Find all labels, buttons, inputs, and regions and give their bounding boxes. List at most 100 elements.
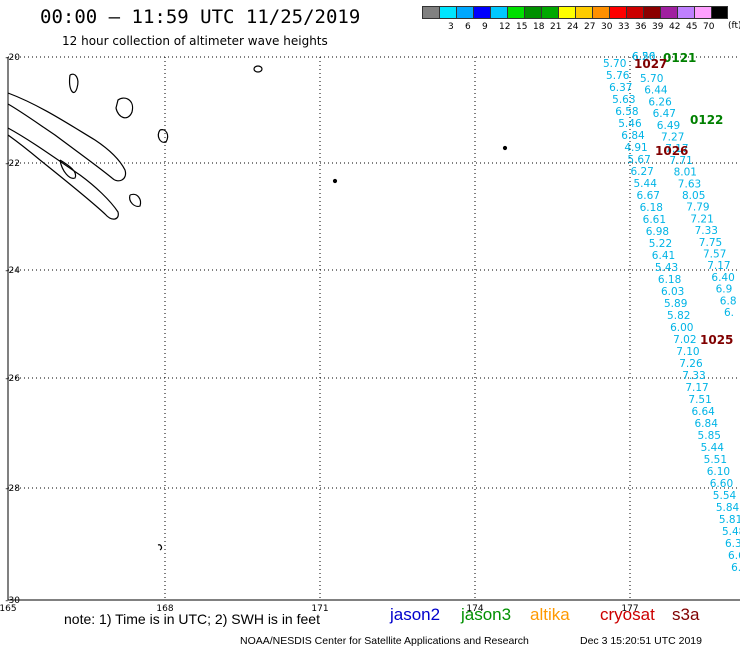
mission-s3a: s3a	[672, 605, 700, 624]
wave-height-value: 7.51	[688, 394, 711, 406]
colorbar-label: 3	[448, 22, 454, 32]
colorbar-label: 12	[499, 22, 511, 32]
generation-timestamp: Dec 3 15:20:51 UTC 2019	[580, 635, 702, 647]
coastline	[7, 65, 508, 551]
wave-height-value: 6.67	[637, 190, 660, 202]
wave-height-value: 5.54	[713, 490, 737, 502]
wave-height-value: 7.17	[685, 382, 708, 394]
colorbar-label: 70	[703, 22, 715, 32]
colorbar-swatch: 30	[592, 6, 612, 32]
wave-height-value: 6.20	[632, 51, 655, 63]
wave-height-value: 5.51	[704, 454, 727, 466]
wave-height-value: 6.37	[609, 82, 632, 94]
mission-altika: altika	[530, 605, 570, 624]
wave-height-value: 5.85	[698, 430, 721, 442]
wave-height-colorbar: 3 6 9 12 15 18 21 24 27 30 33 36 39 42 45 70	[422, 6, 728, 32]
wave-height-value: 7.10	[676, 346, 699, 358]
wave-height-value: 7.75	[699, 237, 722, 249]
map-title: 00:00 – 11:59 UTC 11/25/2019	[40, 6, 361, 28]
latitude-label: -26	[5, 374, 20, 384]
wave-height-value: 6.40	[711, 272, 734, 284]
wave-height-value: 6.18	[640, 202, 663, 214]
wave-height-value: 6.18	[658, 274, 681, 286]
wave-height-value: 7.17	[665, 143, 688, 155]
colorbar-swatch: 6	[456, 6, 473, 32]
wave-height-value: 5.70	[603, 58, 626, 70]
wave-height-value: 6.58	[615, 106, 638, 118]
colorbar-swatch	[422, 6, 439, 19]
longitude-label: 174	[466, 604, 483, 614]
wave-height-value: 6.03	[661, 286, 684, 298]
wave-height-value: 6.60	[710, 478, 733, 490]
colorbar-unit: (ft)	[728, 21, 740, 31]
wave-height-value: 5.63	[612, 94, 635, 106]
wave-height-value: 6.9	[716, 284, 733, 296]
wave-height-value: 6.	[724, 307, 734, 319]
colorbar-label: 6	[465, 22, 471, 32]
wave-height-value: 5.89	[664, 298, 687, 310]
colorbar-label: 21	[550, 22, 562, 32]
wave-height-value: 7.26	[679, 358, 703, 370]
longitude-label: 171	[311, 604, 328, 614]
mission-jason2: jason2	[390, 605, 441, 624]
colorbar-label: 27	[584, 22, 596, 32]
colorbar-swatch: 39	[643, 6, 663, 32]
pass-id-label: 1025	[700, 333, 733, 347]
wave-height-value: 7.33	[695, 225, 718, 237]
wave-height-value: 7.57	[703, 249, 726, 261]
wave-height-value: 5.70	[640, 73, 663, 85]
wave-height-value: 6.26	[648, 96, 672, 108]
wave-height-value: 5.22	[649, 238, 672, 250]
latitude-label: -30	[5, 596, 20, 606]
map-frame	[7, 56, 740, 601]
wave-height-value: 8.01	[674, 167, 697, 179]
wave-height-value: 7.27	[661, 132, 684, 144]
pass-id-label: 1027	[634, 57, 667, 71]
wave-height-value: 6.10	[707, 466, 730, 478]
wave-height-value: 6.00	[670, 322, 693, 334]
wave-height-value: 7.02	[673, 334, 696, 346]
colorbar-swatch: 36	[626, 6, 646, 32]
wave-height-value: 5.48	[722, 526, 740, 538]
longitude-label: 168	[156, 604, 173, 614]
wave-height-value: 6.44	[644, 85, 668, 97]
wave-height-value: 5.76	[606, 70, 630, 82]
graticule	[8, 57, 740, 600]
colorbar-label: 9	[482, 22, 488, 32]
mission-cryosat: cryosat	[600, 605, 655, 624]
wave-height-value: 5.44	[701, 442, 725, 454]
longitude-label: 177	[621, 604, 638, 614]
map-subtitle: 12 hour collection of altimeter wave hei…	[62, 34, 328, 48]
colorbar-swatch: 27	[575, 6, 595, 32]
colorbar-label: 36	[635, 22, 647, 32]
wave-height-value: 4.91	[624, 142, 647, 154]
colorbar-label: 45	[686, 22, 698, 32]
wave-height-value: 5.82	[667, 310, 690, 322]
colorbar-swatch: 21	[541, 6, 561, 32]
colorbar-swatch: 24	[558, 6, 578, 32]
colorbar-swatch: 45	[677, 6, 697, 32]
wave-height-value: 6.	[731, 562, 740, 574]
wave-height-value: 7.63	[678, 178, 701, 190]
wave-height-value: 5.43	[655, 262, 678, 274]
colorbar-swatch: 42	[660, 6, 680, 32]
mission-jason3: jason3	[461, 605, 512, 624]
colorbar-label: 39	[652, 22, 664, 32]
wave-height-value: 6.84	[695, 418, 719, 430]
colorbar-swatch: 3	[439, 6, 456, 32]
colorbar-swatch: 70	[694, 6, 714, 32]
colorbar-swatch	[711, 6, 728, 19]
latitude-label: -24	[5, 266, 20, 276]
wave-height-value: 6.41	[652, 250, 675, 262]
latitude-label: -22	[5, 159, 20, 169]
colorbar-swatch: 15	[507, 6, 527, 32]
wave-height-value: 5.44	[634, 178, 658, 190]
wave-height-value: 8.05	[682, 190, 705, 202]
wave-height-value: 6.47	[653, 108, 676, 120]
wave-height-value: 7.79	[686, 202, 709, 214]
colorbar-label: 18	[533, 22, 545, 32]
longitude-label: 165	[0, 604, 17, 614]
wave-height-value: 6.27	[630, 166, 653, 178]
